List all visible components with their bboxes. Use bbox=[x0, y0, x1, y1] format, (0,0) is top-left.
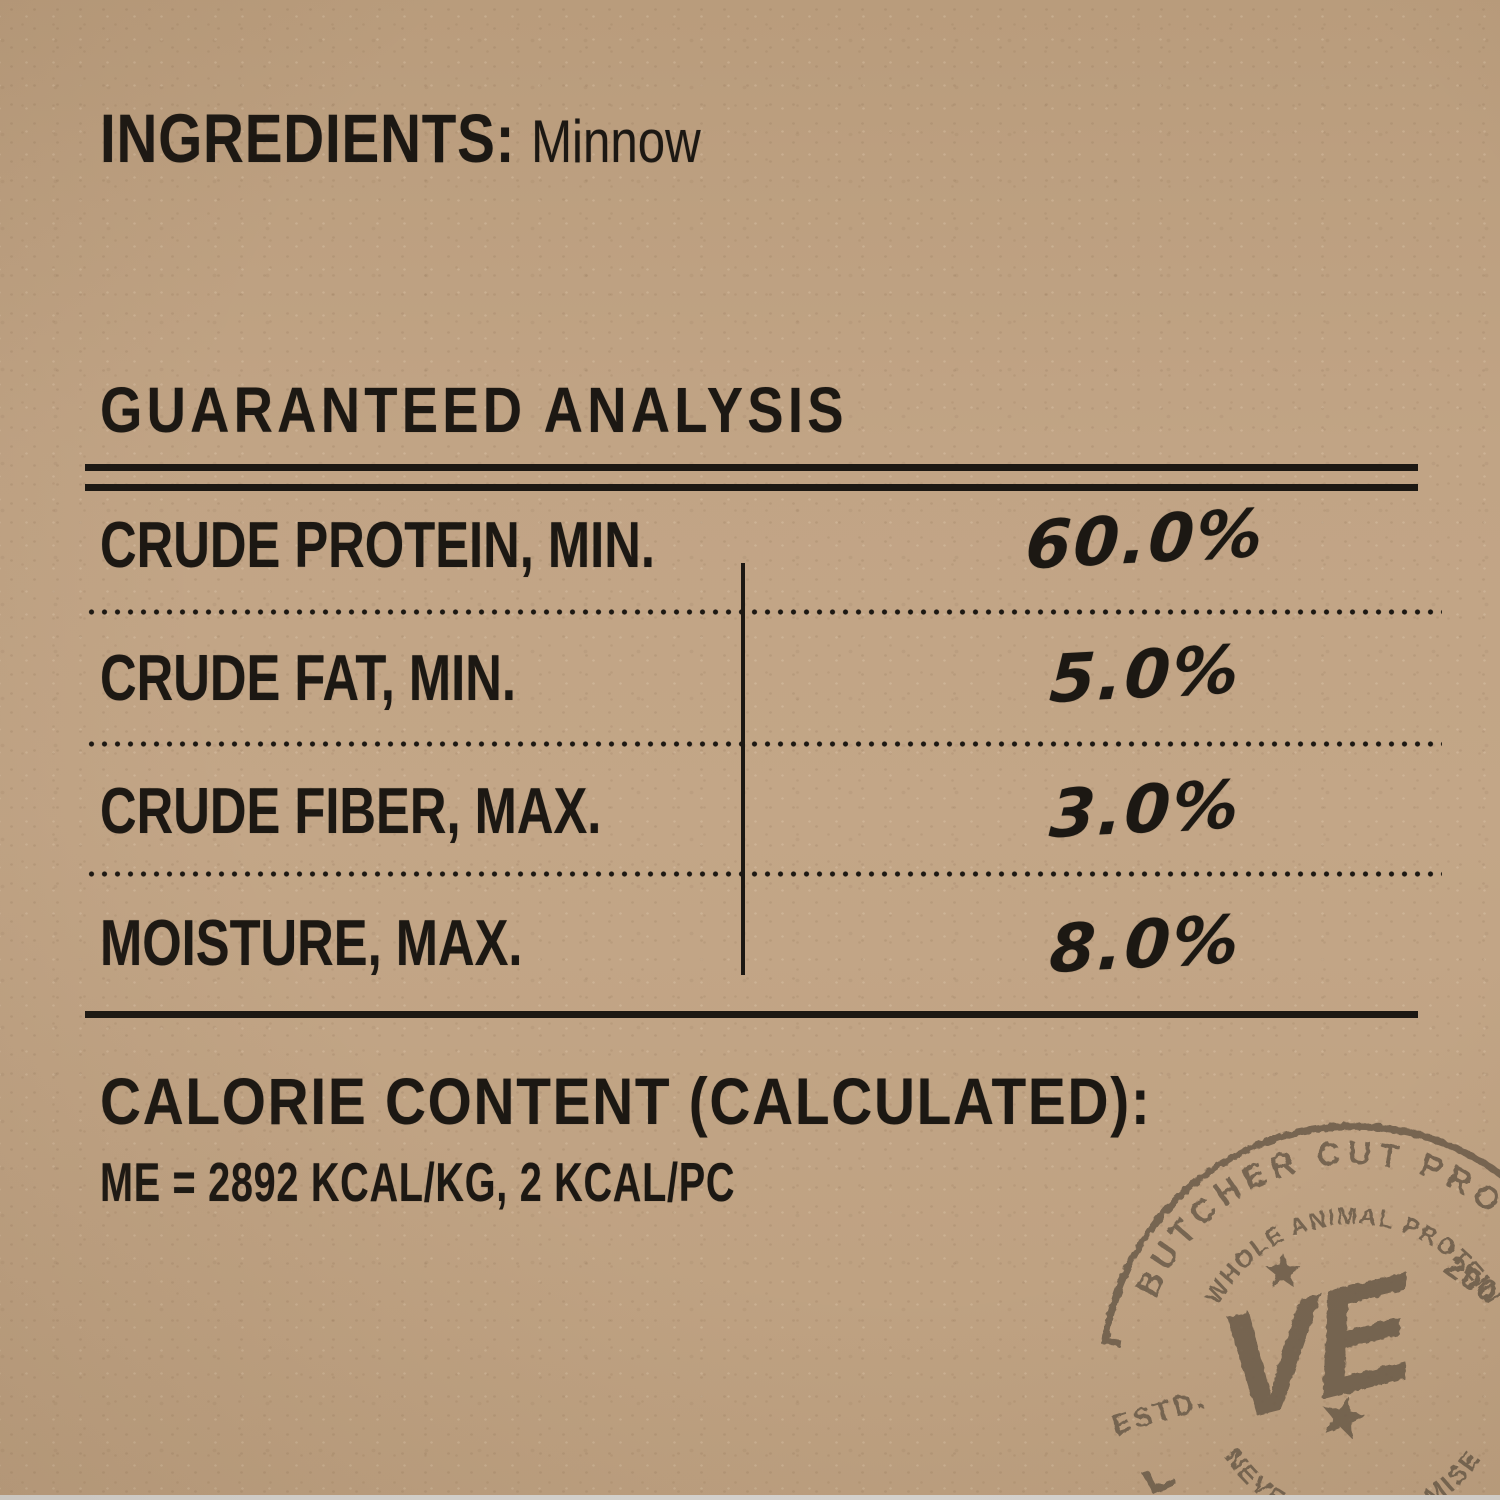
ingredients-line: INGREDIENTS: Minnow bbox=[100, 104, 832, 173]
ingredients-value: Minnow bbox=[531, 108, 701, 175]
dotted-separator bbox=[85, 608, 1442, 616]
brand-stamp-seal: BUTCHER CUT PROTEIN WHOLE ANIMAL PROTEIN… bbox=[1097, 1122, 1500, 1500]
stamp-outer-ring-arc bbox=[1101, 1122, 1500, 1347]
stamp-estd-text: ESTD. bbox=[1108, 1383, 1210, 1441]
ingredients-heading: INGREDIENTS: bbox=[100, 100, 516, 177]
double-rule bbox=[85, 464, 1418, 491]
analysis-row-value: 60.0% bbox=[1023, 494, 1267, 585]
dotted-separator bbox=[85, 740, 1442, 748]
analysis-row-label: CRUDE FAT, MIN. bbox=[100, 641, 516, 714]
stamp-inner-arc-bottom-text: NEVER COMPROMISE bbox=[1219, 1444, 1487, 1500]
table-column-divider bbox=[741, 563, 745, 975]
analysis-row-label: CRUDE PROTEIN, MIN. bbox=[100, 508, 655, 581]
guaranteed-analysis-heading: GUARANTEED ANALYSIS bbox=[100, 374, 848, 446]
calorie-content-heading: CALORIE CONTENT (CALCULATED): bbox=[100, 1064, 1152, 1138]
table-bottom-rule bbox=[85, 1011, 1418, 1018]
analysis-row-value: 5.0% bbox=[1047, 630, 1243, 719]
calorie-content-statement: ME = 2892 KCAL/KG, 2 KCAL/PC bbox=[100, 1151, 736, 1213]
analysis-row-label: CRUDE FIBER, MAX. bbox=[100, 774, 602, 847]
photo-edge-strip bbox=[0, 1495, 1500, 1500]
stamp-bracket-tick bbox=[1141, 1470, 1177, 1495]
analysis-row-label: MOISTURE, MAX. bbox=[100, 906, 523, 979]
analysis-row-value: 3.0% bbox=[1047, 765, 1243, 854]
dotted-separator bbox=[85, 870, 1442, 878]
